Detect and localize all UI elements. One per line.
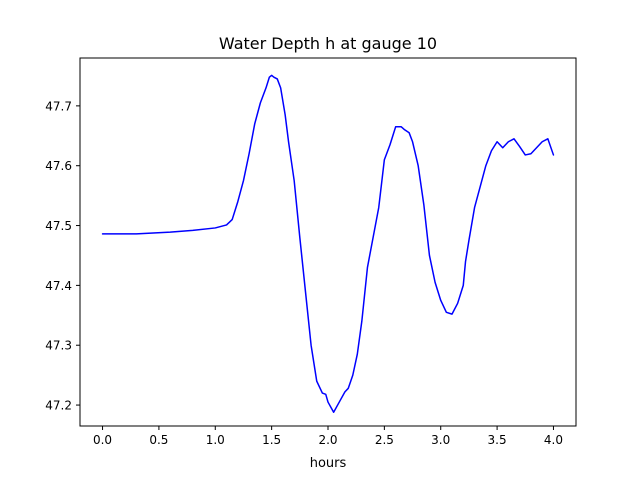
- x-tick-label: 2.0: [318, 433, 337, 447]
- y-tick-label: 47.7: [45, 99, 72, 113]
- x-tick-label: 4.0: [544, 433, 563, 447]
- y-tick-label: 47.4: [45, 279, 72, 293]
- x-tick-label: 3.5: [488, 433, 507, 447]
- x-axis-label: hours: [310, 456, 347, 471]
- plot-area: [101, 74, 555, 413]
- x-tick-label: 2.5: [375, 433, 394, 447]
- x-tick-label: 0.0: [93, 433, 112, 447]
- y-tick-label: 47.6: [45, 159, 72, 173]
- x-tick-label: 0.5: [149, 433, 168, 447]
- x-tick-label: 1.0: [206, 433, 225, 447]
- chart-title: Water Depth h at gauge 10: [219, 34, 437, 53]
- series-line-1: [101, 74, 555, 413]
- x-axis: 0.0 0.5 1.0 1.5 2.0 2.5 3.0 3.5 4.0: [93, 426, 563, 447]
- y-tick-label: 47.3: [45, 339, 72, 353]
- y-tick-label: 47.5: [45, 219, 72, 233]
- y-tick-label: 47.2: [45, 399, 72, 413]
- y-axis: 47.2 47.3 47.4 47.5 47.6 47.7: [45, 99, 80, 413]
- x-tick-label: 3.0: [431, 433, 450, 447]
- x-tick-label: 1.5: [262, 433, 281, 447]
